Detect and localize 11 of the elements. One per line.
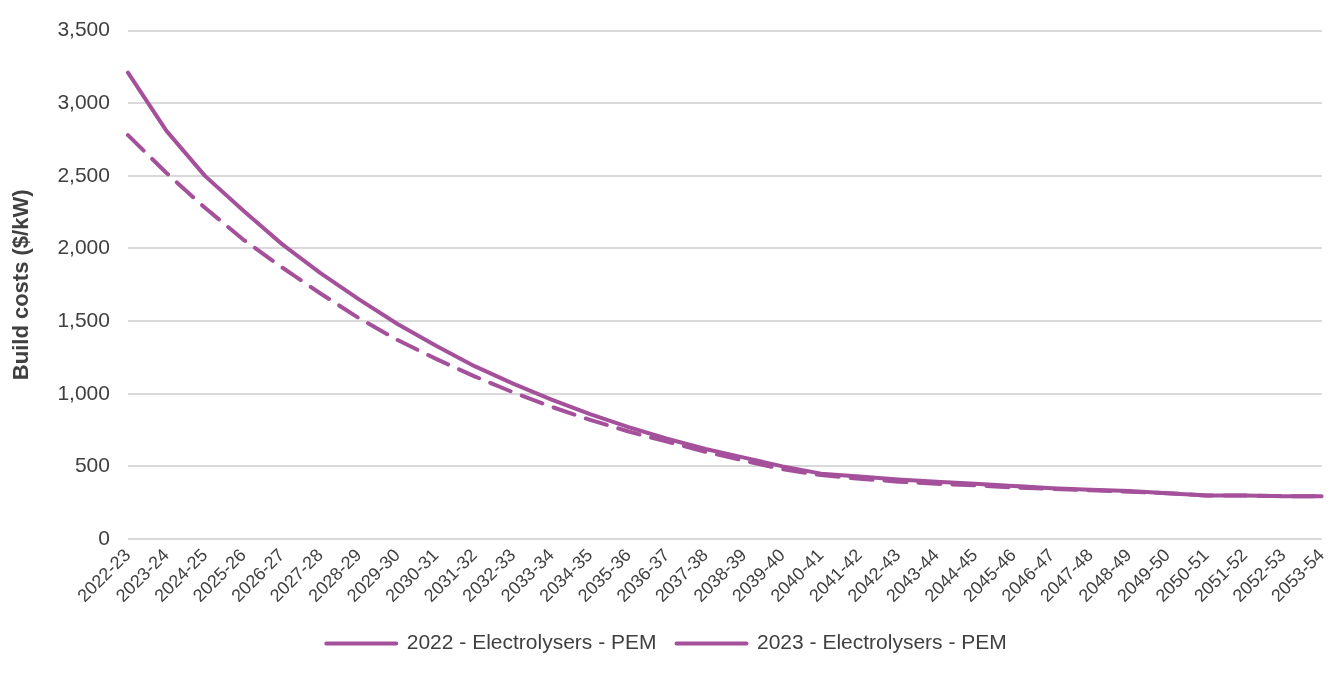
legend-label: 2022 - Electrolysers - PEM: [406, 630, 657, 654]
y-tick-label: 0: [98, 525, 110, 549]
y-tick-label: 3,000: [57, 90, 110, 114]
legend-label: 2023 - Electrolysers - PEM: [757, 630, 1007, 654]
y-tick-label: 1,500: [57, 307, 110, 331]
y-tick-label: 2,500: [57, 162, 110, 186]
y-axis-title: Build costs ($/kW): [8, 189, 34, 381]
y-tick-label: 500: [74, 453, 110, 477]
y-tick-label: 2,000: [57, 235, 110, 259]
y-tick-label: 1,000: [57, 380, 110, 404]
y-tick-label: 3,500: [57, 17, 110, 41]
